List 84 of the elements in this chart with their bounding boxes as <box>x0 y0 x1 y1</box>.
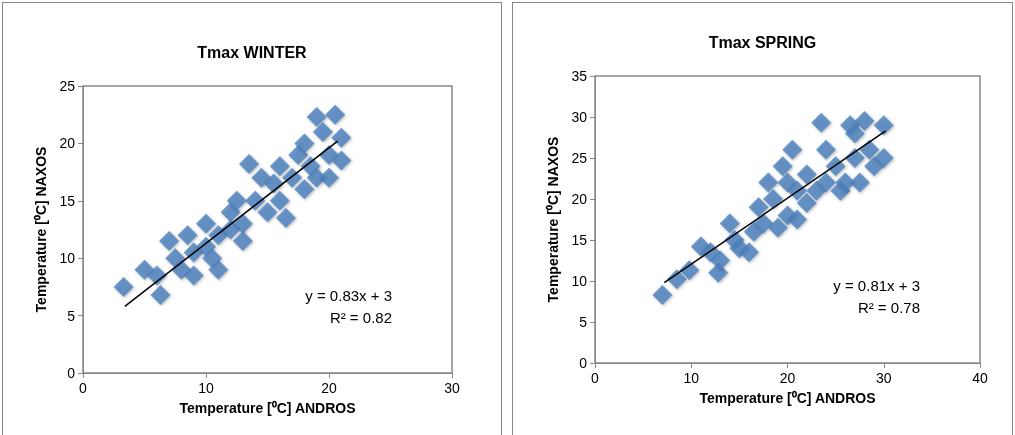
point <box>739 242 759 263</box>
y-tick-label: 20 <box>571 191 588 207</box>
y-tick-label: 10 <box>59 250 76 267</box>
point <box>165 248 186 269</box>
x-tick-label: 20 <box>321 380 337 396</box>
x-tick-label: 30 <box>875 370 892 386</box>
y-tick-label: 5 <box>579 314 588 330</box>
x-tick-label: 10 <box>198 380 214 396</box>
y-tick-label: 25 <box>571 150 588 166</box>
y-tick-label: 10 <box>571 273 588 289</box>
point <box>763 189 784 209</box>
point <box>331 150 352 171</box>
point <box>719 213 740 234</box>
x-tick-label: 0 <box>79 380 88 396</box>
point <box>177 225 198 246</box>
annotation: R² = 0.82 <box>329 309 392 326</box>
x-tick-label: 20 <box>779 370 796 386</box>
x-tick-label: 40 <box>972 370 988 386</box>
annotation: y = 0.83x + 3 <box>305 287 392 304</box>
point <box>652 284 673 305</box>
y-tick-label: 30 <box>571 109 588 125</box>
x-axis-title: Temperature [⁰C] ANDROS <box>179 400 356 416</box>
point <box>787 209 808 230</box>
point <box>294 179 315 200</box>
y-axis-title: Temperature [⁰C] NAXOS <box>33 146 49 313</box>
point <box>275 208 296 229</box>
point <box>782 139 803 160</box>
point <box>816 139 836 160</box>
point <box>134 259 155 280</box>
point <box>816 172 836 193</box>
point <box>767 217 788 238</box>
point <box>288 144 309 165</box>
y-tick-label: 35 <box>571 68 588 84</box>
point <box>306 107 327 127</box>
point <box>226 190 247 211</box>
point <box>251 167 272 188</box>
y-tick-label: 20 <box>59 135 76 152</box>
y-axis-title: Temperature [⁰C] NAXOS <box>545 136 561 303</box>
point <box>748 197 769 218</box>
point <box>873 115 894 136</box>
point <box>873 148 894 168</box>
point <box>159 230 180 251</box>
point <box>796 193 817 214</box>
point <box>269 190 290 211</box>
point <box>806 180 827 201</box>
point <box>331 127 352 148</box>
chart-title: Tmax SPRING <box>708 33 817 51</box>
point <box>796 164 817 185</box>
y-tick-label: 0 <box>579 355 588 371</box>
point <box>196 213 216 234</box>
point <box>113 276 134 297</box>
point <box>772 156 793 177</box>
point <box>844 123 865 144</box>
point <box>325 104 346 125</box>
x-tick-label: 10 <box>683 370 700 386</box>
y-tick-label: 5 <box>67 307 76 324</box>
point <box>232 230 253 251</box>
x-axis-title: Temperature [⁰C] ANDROS <box>699 390 876 406</box>
annotation: R² = 0.78 <box>857 299 920 316</box>
annotation: y = 0.81x + 3 <box>833 277 920 294</box>
point <box>294 133 315 154</box>
point <box>864 156 885 177</box>
x-tick-label: 30 <box>444 380 460 396</box>
point <box>208 259 229 280</box>
point <box>859 139 880 160</box>
point <box>183 265 204 286</box>
point <box>239 154 260 175</box>
y-tick-label: 15 <box>59 192 76 209</box>
point <box>232 213 253 234</box>
y-tick-label: 25 <box>59 78 76 94</box>
chart-title: Tmax WINTER <box>197 43 308 61</box>
point <box>269 156 290 177</box>
point <box>811 112 832 133</box>
point <box>758 172 779 193</box>
x-tick-label: 0 <box>591 370 600 386</box>
y-tick-label: 15 <box>571 232 588 248</box>
point <box>150 284 171 305</box>
point <box>849 172 870 193</box>
point <box>753 213 774 234</box>
point <box>257 202 278 223</box>
point <box>319 167 339 188</box>
point <box>312 121 333 142</box>
point <box>710 250 731 271</box>
point <box>854 111 875 132</box>
